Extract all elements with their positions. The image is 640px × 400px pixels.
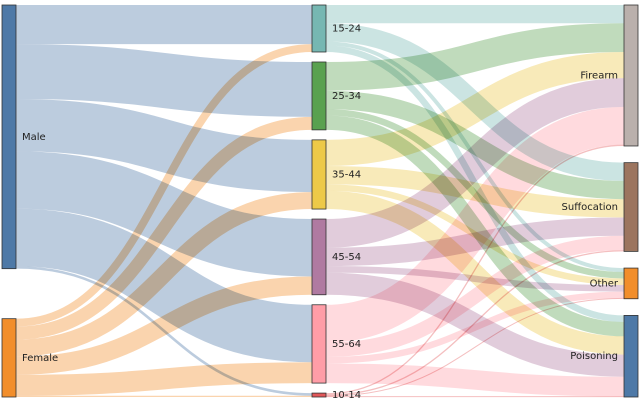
node-other [623,267,639,300]
node-label-a4554: 45-54 [332,252,361,263]
node-a1014 [311,392,327,398]
node-label-male: Male [22,132,46,143]
sankey-links [15,4,625,398]
link-a5564-to-other [325,291,625,364]
node-label-a2534: 25-34 [332,91,361,102]
node-a3544 [311,139,327,210]
node-a1524 [311,4,327,53]
node-label-female: Female [22,353,58,364]
node-label-other: Other [590,278,619,289]
node-male [1,4,17,270]
node-label-a1014: 10-14 [332,390,361,400]
link-female-to-a1524 [15,44,313,327]
sankey-labels: Male Female 15-24 25-34 35-44 45-54 55-64 10-14… [22,23,619,400]
link-a2534-to-firearm [325,23,625,91]
node-suffocation [623,162,639,252]
link-female-to-a3544 [15,192,313,357]
link-male-to-a2534 [15,44,313,117]
link-male-to-a3544 [15,98,313,193]
node-label-a5564: 55-64 [332,339,361,350]
node-poisoning [623,315,639,398]
link-a1014-to-suffocation [325,250,625,396]
link-male-to-a4554 [15,151,313,277]
node-a4554 [311,218,327,296]
node-label-a3544: 35-44 [332,169,361,180]
link-a5564-to-poisoning [325,363,625,397]
node-firearm [623,4,639,147]
link-a3544-to-firearm [325,51,625,166]
link-a5564-to-suffocation [325,235,625,357]
link-female-to-a4554 [15,276,313,375]
link-a4554-to-other [325,266,625,292]
link-female-to-a2534 [15,116,313,340]
node-female [1,318,17,398]
link-a3544-to-poisoning [325,190,625,355]
link-a4554-to-firearm [325,78,625,248]
node-label-a1524: 15-24 [332,23,361,34]
node-label-poisoning: Poisoning [570,351,618,362]
link-a1014-to-firearm [325,144,625,395]
link-female-to-a5564 [15,362,313,396]
sankey-nodes [1,4,639,398]
link-a3544-to-suffocation [325,165,625,218]
node-label-suffocation: Suffocation [562,202,618,213]
node-a2534 [311,61,327,131]
link-a1014-to-other [325,297,625,397]
node-label-firearm: Firearm [580,70,618,81]
node-a5564 [311,304,327,384]
link-a5564-to-firearm [325,106,625,343]
